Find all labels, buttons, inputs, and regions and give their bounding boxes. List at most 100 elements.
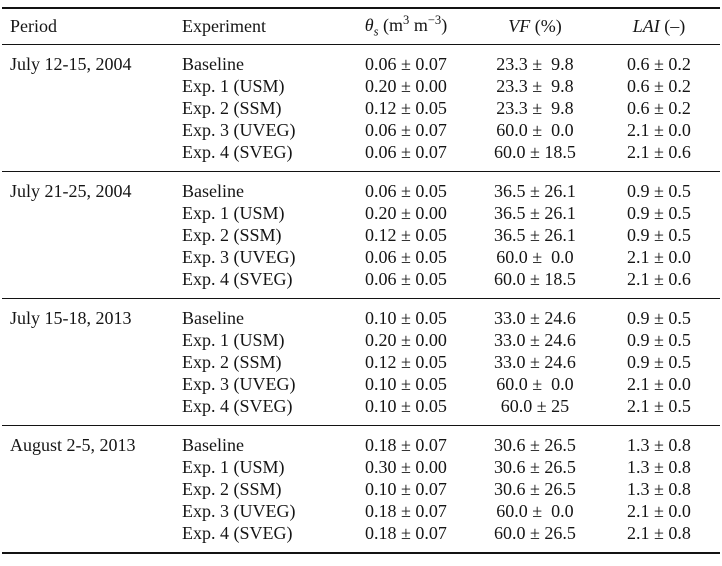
table-row: Exp. 4 (SVEG) 0.10 ± 0.05 60.0 ± 25 2.1 …: [2, 395, 720, 426]
lai-cell: 1.3 ± 0.8: [627, 435, 691, 455]
experiment-cell: Exp. 3 (UVEG): [182, 501, 296, 521]
vf-cell: 60.0 ± 18.5: [494, 142, 576, 162]
theta-s-cell: 0.06 ± 0.05: [365, 247, 447, 267]
lai-label: LAI: [632, 16, 660, 36]
experiment-cell: Exp. 1 (USM): [182, 457, 285, 477]
vf-cell: 36.5 ± 26.1: [494, 225, 576, 245]
theta-s-cell: 0.12 ± 0.05: [365, 225, 447, 245]
vf-cell: 36.5 ± 26.1: [494, 181, 576, 201]
lai-cell: 0.9 ± 0.5: [627, 308, 691, 328]
vf-cell: 36.5 ± 26.1: [494, 203, 576, 223]
experiment-cell: Baseline: [182, 54, 244, 74]
experiment-cell: Exp. 4 (SVEG): [182, 523, 293, 543]
lai-cell: 2.1 ± 0.8: [627, 523, 691, 543]
table-row: Exp. 3 (UVEG) 0.06 ± 0.05 60.0 ± 0.0 2.1…: [2, 246, 720, 268]
theta-s-cell: 0.20 ± 0.00: [365, 330, 447, 350]
vf-cell: 60.0 ± 0.0: [496, 120, 574, 140]
lai-cell: 2.1 ± 0.0: [627, 374, 691, 394]
experiment-cell: Exp. 3 (UVEG): [182, 120, 296, 140]
table-row: Exp. 2 (SSM) 0.10 ± 0.07 30.6 ± 26.5 1.3…: [2, 478, 720, 500]
theta-s-cell: 0.18 ± 0.07: [365, 501, 447, 521]
table-row: Exp. 2 (SSM) 0.12 ± 0.05 33.0 ± 24.6 0.9…: [2, 351, 720, 373]
experiment-cell: Exp. 4 (SVEG): [182, 269, 293, 289]
table-row: Exp. 3 (UVEG) 0.18 ± 0.07 60.0 ± 0.0 2.1…: [2, 500, 720, 522]
lai-cell: 0.9 ± 0.5: [627, 352, 691, 372]
table-row: July 21-25, 2004 Baseline 0.06 ± 0.05 36…: [2, 172, 720, 203]
theta-subscript: s: [373, 24, 379, 39]
experiment-cell: Exp. 2 (SSM): [182, 225, 282, 245]
table-row: Exp. 1 (USM) 0.30 ± 0.00 30.6 ± 26.5 1.3…: [2, 456, 720, 478]
theta-s-cell: 0.10 ± 0.05: [365, 374, 447, 394]
period-cell: July 12-15, 2004: [10, 54, 132, 74]
vf-cell: 23.3 ± 9.8: [496, 54, 574, 74]
lai-cell: 0.9 ± 0.5: [627, 225, 691, 245]
table-row: Exp. 1 (USM) 0.20 ± 0.00 33.0 ± 24.6 0.9…: [2, 329, 720, 351]
vf-cell: 30.6 ± 26.5: [494, 457, 576, 477]
experiment-cell: Exp. 4 (SVEG): [182, 396, 293, 416]
period-cell: August 2-5, 2013: [10, 435, 136, 455]
theta-s-cell: 0.06 ± 0.05: [365, 269, 447, 289]
table-header: Period Experiment θs (m3 m−3) VF (%) LAI…: [2, 8, 720, 45]
table-row: Exp. 1 (USM) 0.20 ± 0.00 36.5 ± 26.1 0.9…: [2, 202, 720, 224]
theta-unit-open: (m: [378, 15, 404, 36]
table-row: Exp. 2 (SSM) 0.12 ± 0.05 23.3 ± 9.8 0.6 …: [2, 97, 720, 119]
table-row: Exp. 1 (USM) 0.20 ± 0.00 23.3 ± 9.8 0.6 …: [2, 75, 720, 97]
theta-unit-sup2: −3: [427, 13, 442, 28]
theta-s-cell: 0.06 ± 0.05: [365, 181, 447, 201]
period-block-july-12-15-2004: July 12-15, 2004 Baseline 0.06 ± 0.07 23…: [2, 45, 720, 172]
theta-s-cell: 0.20 ± 0.00: [365, 203, 447, 223]
vf-label: VF: [508, 16, 531, 36]
table-row: Exp. 4 (SVEG) 0.06 ± 0.07 60.0 ± 18.5 2.…: [2, 141, 720, 172]
period-cell: July 21-25, 2004: [10, 181, 132, 201]
lai-cell: 2.1 ± 0.0: [627, 501, 691, 521]
vf-cell: 60.0 ± 26.5: [494, 523, 576, 543]
theta-symbol: θ: [364, 15, 374, 36]
experiment-cell: Exp. 3 (UVEG): [182, 247, 296, 267]
theta-s-cell: 0.10 ± 0.05: [365, 308, 447, 328]
period-cell: July 15-18, 2013: [10, 308, 132, 328]
vf-cell: 33.0 ± 24.6: [494, 352, 576, 372]
col-header-theta-s: θs (m3 m−3): [340, 8, 472, 45]
table-row: Exp. 3 (UVEG) 0.10 ± 0.05 60.0 ± 0.0 2.1…: [2, 373, 720, 395]
lai-cell: 2.1 ± 0.5: [627, 396, 691, 416]
lai-cell: 2.1 ± 0.0: [627, 247, 691, 267]
table-row: August 2-5, 2013 Baseline 0.18 ± 0.07 30…: [2, 426, 720, 457]
table-row: Exp. 3 (UVEG) 0.06 ± 0.07 60.0 ± 0.0 2.1…: [2, 119, 720, 141]
col-header-vf: VF (%): [472, 8, 598, 45]
lai-unit: (–): [659, 16, 686, 36]
lai-cell: 2.1 ± 0.6: [627, 269, 691, 289]
experiment-cell: Exp. 4 (SVEG): [182, 142, 293, 162]
vf-cell: 60.0 ± 25: [500, 396, 570, 416]
experiment-cell: Exp. 2 (SSM): [182, 479, 282, 499]
vf-cell: 60.0 ± 0.0: [496, 501, 574, 521]
col-header-experiment: Experiment: [172, 8, 340, 45]
lai-cell: 2.1 ± 0.6: [627, 142, 691, 162]
lai-cell: 2.1 ± 0.0: [627, 120, 691, 140]
theta-s-cell: 0.10 ± 0.07: [365, 479, 447, 499]
theta-s-cell: 0.06 ± 0.07: [365, 142, 447, 162]
vf-cell: 30.6 ± 26.5: [494, 479, 576, 499]
theta-s-cell: 0.06 ± 0.07: [365, 120, 447, 140]
vf-cell: 60.0 ± 18.5: [494, 269, 576, 289]
experiment-cell: Exp. 1 (USM): [182, 203, 285, 223]
vf-cell: 33.0 ± 24.6: [494, 330, 576, 350]
theta-unit-close: ): [441, 15, 448, 36]
lai-cell: 0.6 ± 0.2: [627, 98, 691, 118]
theta-s-cell: 0.12 ± 0.05: [365, 98, 447, 118]
theta-s-cell: 0.06 ± 0.07: [365, 54, 447, 74]
col-header-lai: LAI (–): [598, 8, 720, 45]
theta-unit-sup1: 3: [403, 13, 410, 28]
experiment-cell: Baseline: [182, 181, 244, 201]
table-row: Exp. 4 (SVEG) 0.18 ± 0.07 60.0 ± 26.5 2.…: [2, 522, 720, 553]
experiment-cell: Baseline: [182, 435, 244, 455]
lai-cell: 1.3 ± 0.8: [627, 457, 691, 477]
period-block-july-15-18-2013: July 15-18, 2013 Baseline 0.10 ± 0.05 33…: [2, 298, 720, 426]
vf-cell: 60.0 ± 0.0: [496, 374, 574, 394]
lai-cell: 0.6 ± 0.2: [627, 54, 691, 74]
theta-s-cell: 0.12 ± 0.05: [365, 352, 447, 372]
theta-s-cell: 0.10 ± 0.05: [365, 396, 447, 416]
theta-s-cell: 0.30 ± 0.00: [365, 457, 447, 477]
vf-cell: 60.0 ± 0.0: [496, 247, 574, 267]
paper-table-page: Period Experiment θs (m3 m−3) VF (%) LAI…: [2, 7, 720, 554]
experiment-parameters-table: Period Experiment θs (m3 m−3) VF (%) LAI…: [2, 7, 720, 554]
